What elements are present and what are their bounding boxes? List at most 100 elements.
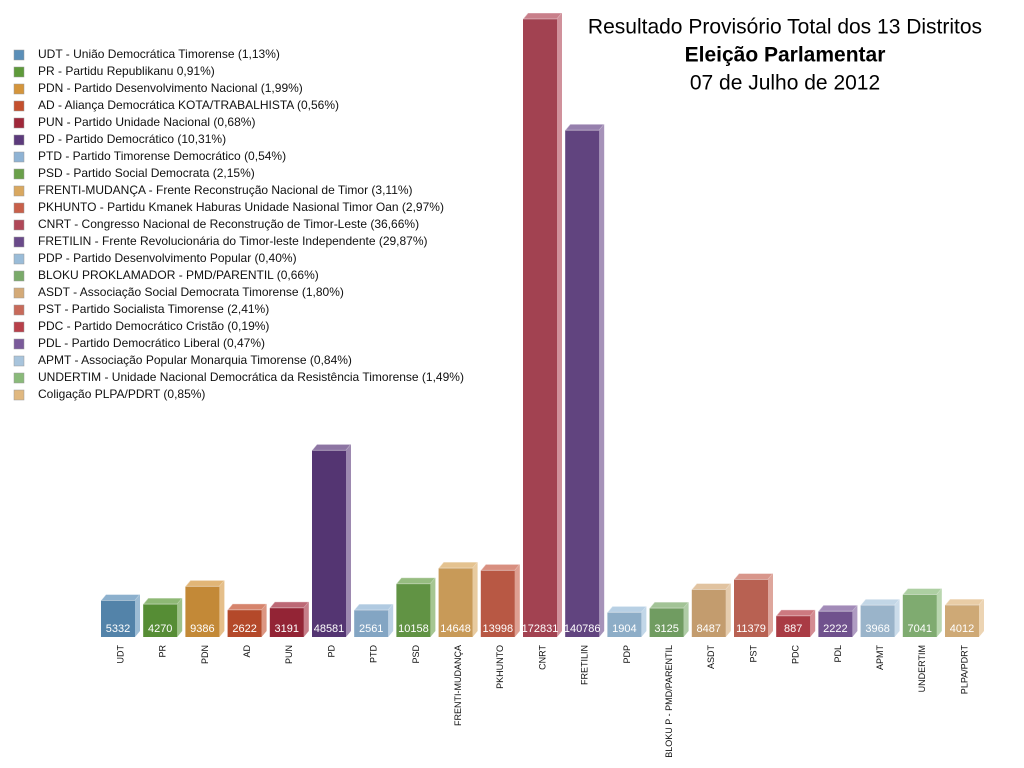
bar-shade [649,608,684,637]
chart-subtitle: Eleição Parlamentar [685,44,886,67]
legend-text: PDN - Partido Desenvolvimento Nacional (… [38,81,303,95]
bar-top [690,583,732,591]
legend-text: Coligação PLPA/PDRT (0,85%) [38,387,205,401]
bar [607,612,642,637]
x-tick-label: PSD [411,645,421,664]
legend-text: PTD - Partido Timorense Democrático (0,5… [38,149,286,163]
bar-side [557,13,562,637]
legend-swatch [13,134,25,146]
value-label: 2222 [823,623,847,635]
legend-swatch [13,389,25,401]
bar-side [135,594,140,637]
x-tick-label: PDC [791,645,801,665]
bar-top [268,601,310,609]
bar-shade [101,600,135,637]
x-tick-label: PUN [284,645,294,664]
bar-side [514,564,520,637]
bar [480,570,515,637]
legend-text: PKHUNTO - Partidu Kmanek Haburas Unidade… [38,200,444,214]
x-tick-label: ASDT [706,645,716,670]
bar-shade [818,611,853,637]
value-label: 1904 [612,623,636,635]
x-tick-label: AD [242,645,252,658]
bar-shade [354,610,389,637]
bar [354,610,389,637]
legend-text: PSD - Partido Social Democrata (2,15%) [38,166,255,180]
legend-text: ASDT - Associação Social Democrata Timor… [38,285,344,299]
legend-text: UNDERTIM - Unidade Nacional Democrática … [38,370,464,384]
bar-shade [607,612,642,637]
value-label: 3125 [654,623,678,635]
legend-text: PR - Partidu Republikanu 0,91%) [38,64,215,78]
x-tick-label: BLOKU P - PMD/PARENTIL [664,645,674,758]
bar-top [817,604,859,612]
bar [438,568,473,637]
legend-swatch [13,185,25,197]
bar-shade [734,579,768,637]
legend-text: BLOKU PROKLAMADOR - PMD/PARENTIL (0,66%) [38,268,319,282]
bar-shade [902,594,937,637]
legend-swatch [13,304,25,316]
bar-side [768,573,773,637]
bar [396,583,431,637]
bar-top [732,572,775,580]
value-label: 9386 [190,623,214,635]
x-tick-label: PKHUNTO [495,645,505,689]
legend-text: PDL - Partido Democrático Liberal (0,47%… [38,336,265,350]
value-label: 11379 [736,623,766,635]
bar-top [184,579,226,587]
bar-top [99,593,142,601]
bar-side [852,605,858,637]
value-label: 8487 [697,623,721,635]
bar-side [641,606,647,637]
bar-shade [269,607,304,637]
legend-swatch [13,202,25,214]
x-tick-label: PST [748,645,758,663]
legend-swatch [13,287,25,299]
chart-date: 07 de Julho de 2012 [690,72,880,95]
bar [945,605,979,637]
bar-side [979,599,984,637]
bar-side [303,601,309,637]
bar-shade [396,583,431,637]
legend-swatch [13,253,25,265]
bar-shade [945,605,979,637]
bar [227,609,262,637]
x-tick-label: PLPA/PDRT [959,645,969,695]
legend-swatch [13,270,25,282]
bar-top [901,588,943,596]
bar-shade [143,604,178,637]
bar-top [521,12,564,20]
bar [565,130,600,637]
legend-swatch [13,100,25,112]
legend-swatch [13,83,25,95]
value-label: 10158 [398,623,429,635]
x-tick-label: PDP [622,645,632,664]
legend-text: PDC - Partido Democrático Cristão (0,19%… [38,319,269,333]
value-label: 48581 [314,623,345,635]
legend-text: PDP - Partido Desenvolvimento Popular (0… [38,251,297,265]
bar [523,19,557,637]
x-tick-label: PDN [200,645,210,664]
bar-side [261,603,267,637]
x-tick-label: PR [158,645,168,658]
legend-swatch [13,321,25,333]
bar-side [894,599,900,637]
bar [902,594,937,637]
legend-swatch [13,219,25,231]
value-label: 4270 [148,623,172,635]
legend-text: PST - Partido Socialista Timorense (2,41… [38,302,269,316]
value-label: 887 [784,623,802,635]
legend-swatch [13,66,25,78]
legend-text: AD - Aliança Democrática KOTA/TRABALHIST… [38,98,339,112]
bar-side [810,609,816,637]
bar-shade [523,19,557,637]
value-label: 7041 [908,623,932,635]
bar [860,605,895,637]
bar-top [775,609,817,617]
bar-side [936,588,942,637]
bar-shade [185,586,220,637]
legend-swatch [13,117,25,129]
bar-side [472,562,478,637]
